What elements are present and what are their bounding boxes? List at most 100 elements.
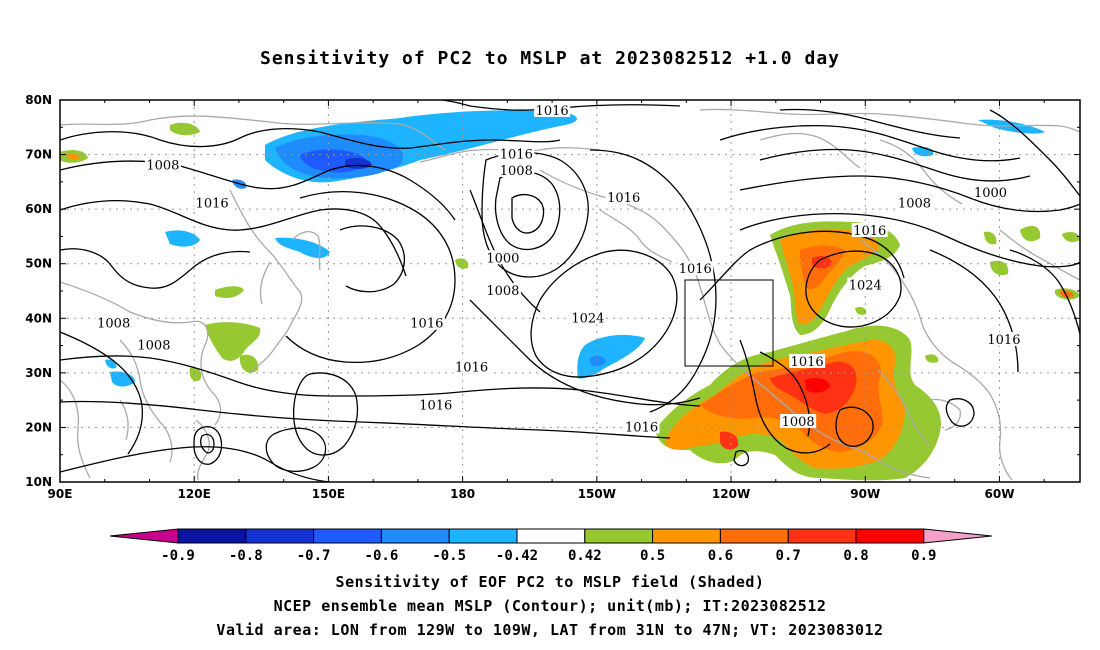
contour-label: 1016 — [791, 355, 824, 370]
contour-label: 1008 — [137, 339, 170, 354]
contour-label-bg — [144, 157, 181, 172]
contour-label-bg — [484, 283, 521, 297]
contour-label: 1016 — [455, 360, 488, 375]
caption-line-2: NCEP ensemble mean MSLP (Contour); unit(… — [273, 597, 827, 615]
contour-label-bg — [453, 359, 490, 374]
colorbar-label: 0.9 — [911, 548, 936, 564]
lat-label: 50N — [25, 257, 52, 271]
contour-label: 1024 — [571, 311, 604, 326]
lon-label: 120E — [178, 487, 211, 501]
lon-label: 90W — [850, 487, 880, 501]
lat-label: 30N — [25, 366, 52, 380]
lon-label: 120W — [712, 487, 750, 501]
contour-label: 1016 — [987, 333, 1020, 348]
contour-label: 1016 — [196, 197, 229, 212]
contour-label-bg — [896, 195, 933, 210]
longitude-labels: 90E 120E 150E 180 150W 120W 90W 60W — [48, 487, 1015, 501]
contour-label-bg — [408, 315, 445, 330]
tick-marks — [59, 99, 1080, 483]
contour-label-bg — [605, 190, 642, 205]
contour-label-bg — [985, 332, 1022, 347]
colorbar-label: -0.9 — [161, 548, 195, 564]
contour-label-bg — [498, 146, 535, 161]
contour-label-bg — [972, 184, 1009, 199]
lon-label: 150E — [312, 487, 345, 501]
contour-label: 1008 — [500, 164, 533, 179]
contour-label: 1016 — [410, 317, 443, 332]
coastlines — [60, 108, 1080, 481]
contour-label-bg — [95, 315, 132, 330]
contour-label: 1016 — [419, 399, 452, 414]
colorbar-labels: -0.9 -0.8 -0.7 -0.6 -0.5 -0.42 0.42 0.5 0.6 0.7 0.… — [161, 548, 936, 564]
lon-label: 150W — [578, 487, 616, 501]
contour-label-bg — [677, 261, 714, 276]
valid-area-box — [684, 279, 774, 367]
colorbar-segment — [855, 528, 925, 544]
colorbar-label: -0.8 — [229, 548, 263, 564]
colorbar — [109, 528, 992, 544]
negative-region-central-pacific — [577, 334, 645, 379]
contour-label-bg — [847, 277, 884, 292]
lat-label: 80N — [25, 93, 52, 107]
contour-label-bg — [851, 222, 888, 237]
shaded-sensitivity-regions — [60, 110, 1080, 481]
contour-label-bg — [484, 250, 521, 265]
contour-label: 1000 — [974, 186, 1007, 201]
colorbar-upper-triangle — [923, 528, 992, 544]
colorbar-segment — [380, 528, 450, 544]
contour-label: 1016 — [853, 224, 886, 239]
contour-label-bg — [194, 195, 231, 210]
colorbar-segment — [584, 528, 654, 544]
colorbar-label: -0.7 — [297, 548, 331, 564]
lat-label: 60N — [25, 202, 52, 216]
caption-line-3: Valid area: LON from 129W to 109W, LAT f… — [216, 621, 884, 639]
colorbar-label: 0.8 — [843, 548, 868, 564]
lon-label: 60W — [985, 487, 1015, 501]
contour-label-bg — [417, 397, 454, 412]
lat-label: 40N — [25, 311, 52, 325]
contour-label: 1000 — [486, 251, 519, 266]
colorbar-label: -0.6 — [365, 548, 399, 564]
contour-label-bg — [498, 162, 535, 177]
contour-label: 1016 — [500, 148, 533, 163]
caption-line-1: Sensitivity of EOF PC2 to MSLP field (Sh… — [335, 573, 765, 591]
contour-label: 1016 — [607, 191, 640, 206]
contour-label-bg — [135, 337, 172, 352]
contour-label-bg — [623, 419, 660, 434]
lat-label: 10N — [25, 475, 52, 489]
lat-label: 20N — [25, 420, 52, 434]
contour-label: 1008 — [146, 158, 179, 173]
colorbar-label: 0.42 — [568, 548, 602, 564]
colorbar-segment — [448, 528, 518, 544]
contour-label: 1016 — [625, 420, 658, 435]
colorbar-segment — [652, 528, 721, 544]
contour-label-bg — [789, 353, 826, 368]
contour-label: 1016 — [679, 262, 712, 277]
contour-label: 1008 — [486, 284, 519, 299]
contour-label: 1024 — [849, 279, 882, 294]
colorbar-label: -0.5 — [432, 548, 466, 564]
contour-label-bg — [780, 413, 817, 428]
latitude-labels: 80N 70N 60N 50N 40N 30N 20N 10N — [25, 93, 52, 489]
colorbar-label: 0.7 — [776, 548, 801, 564]
contour-label: 1008 — [782, 415, 815, 430]
map-title: Sensitivity of PC2 to MSLP at 2023082512… — [259, 48, 840, 69]
colorbar-label: 0.6 — [708, 548, 733, 564]
colorbar-lower-triangle — [109, 528, 179, 544]
lat-label: 70N — [25, 148, 52, 162]
contour-label-bg — [534, 102, 571, 117]
lon-label: 90E — [48, 487, 73, 501]
colorbar-label: 0.5 — [640, 548, 665, 564]
contour-label: 1008 — [97, 317, 130, 332]
colorbar-segment — [313, 528, 382, 544]
colorbar-segment — [787, 528, 857, 544]
colorbar-segment — [719, 528, 789, 544]
contour-label: 1008 — [898, 197, 931, 212]
contour-label: 1016 — [536, 104, 569, 119]
colorbar-label: -0.42 — [496, 548, 538, 564]
colorbar-segment — [177, 528, 247, 544]
colorbar-segment — [245, 528, 315, 544]
colorbar-segment — [516, 528, 586, 544]
contour-label-bg — [569, 310, 606, 325]
